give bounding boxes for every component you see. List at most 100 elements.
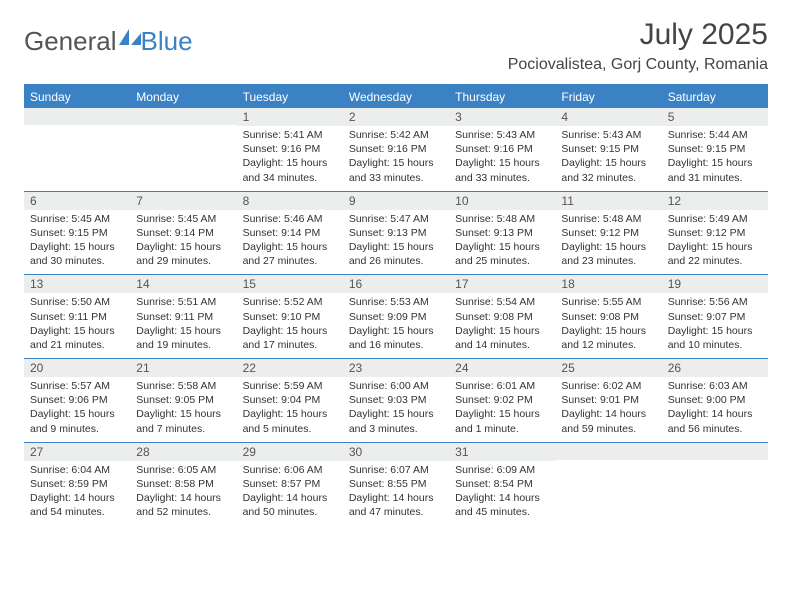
day-number: 27 [24, 443, 130, 461]
day-details: Sunrise: 6:04 AMSunset: 8:59 PMDaylight:… [24, 461, 130, 526]
sunrise-text: Sunrise: 5:55 AM [561, 295, 655, 309]
day-cell: 6Sunrise: 5:45 AMSunset: 9:15 PMDaylight… [24, 192, 130, 275]
day-number: 12 [662, 192, 768, 210]
sunset-text: Sunset: 9:13 PM [455, 226, 549, 240]
day-number [662, 443, 768, 460]
sunrise-text: Sunrise: 5:41 AM [243, 128, 337, 142]
daylight-text: Daylight: 15 hours and 12 minutes. [561, 324, 655, 352]
day-cell: 24Sunrise: 6:01 AMSunset: 9:02 PMDayligh… [449, 359, 555, 442]
day-number [24, 108, 130, 125]
sunrise-text: Sunrise: 5:48 AM [561, 212, 655, 226]
day-cell: 4 Sunrise: 5:43 AMSunset: 9:15 PMDaylight… [555, 108, 661, 191]
sunset-text: Sunset: 9:14 PM [243, 226, 337, 240]
weekday-header: Saturday [662, 86, 768, 108]
daylight-text: Daylight: 15 hours and 17 minutes. [243, 324, 337, 352]
day-details: Sunrise: 5:50 AMSunset: 9:11 PMDaylight:… [24, 293, 130, 358]
day-number: 8 [237, 192, 343, 210]
daylight-text: Daylight: 15 hours and 5 minutes. [243, 407, 337, 435]
sunrise-text: Sunrise: 6:05 AM [136, 463, 230, 477]
day-details: Sunrise: 5:48 AMSunset: 9:13 PMDaylight:… [449, 210, 555, 275]
day-number: 6 [24, 192, 130, 210]
day-cell: 8Sunrise: 5:46 AMSunset: 9:14 PMDaylight… [237, 192, 343, 275]
sunrise-text: Sunrise: 5:52 AM [243, 295, 337, 309]
daylight-text: Daylight: 15 hours and 25 minutes. [455, 240, 549, 268]
sunset-text: Sunset: 9:16 PM [349, 142, 443, 156]
daylight-text: Daylight: 15 hours and 9 minutes. [30, 407, 124, 435]
day-cell: 11Sunrise: 5:48 AMSunset: 9:12 PMDayligh… [555, 192, 661, 275]
day-number: 11 [555, 192, 661, 210]
weekday-header: Monday [130, 86, 236, 108]
day-cell: 25Sunrise: 6:02 AMSunset: 9:01 PMDayligh… [555, 359, 661, 442]
sunrise-text: Sunrise: 6:09 AM [455, 463, 549, 477]
daylight-text: Daylight: 15 hours and 33 minutes. [455, 156, 549, 184]
sunset-text: Sunset: 9:11 PM [136, 310, 230, 324]
sunrise-text: Sunrise: 5:58 AM [136, 379, 230, 393]
day-cell: 5Sunrise: 5:44 AMSunset: 9:15 PMDaylight… [662, 108, 768, 191]
day-cell: 29Sunrise: 6:06 AMSunset: 8:57 PMDayligh… [237, 443, 343, 526]
daylight-text: Daylight: 15 hours and 34 minutes. [243, 156, 337, 184]
day-details: Sunrise: 6:09 AMSunset: 8:54 PMDaylight:… [449, 461, 555, 526]
sunrise-text: Sunrise: 5:59 AM [243, 379, 337, 393]
daylight-text: Daylight: 15 hours and 30 minutes. [30, 240, 124, 268]
day-cell: 3Sunrise: 5:43 AMSunset: 9:16 PMDaylight… [449, 108, 555, 191]
daylight-text: Daylight: 14 hours and 54 minutes. [30, 491, 124, 519]
day-cell [24, 108, 130, 191]
sunrise-text: Sunrise: 5:45 AM [30, 212, 124, 226]
sunset-text: Sunset: 9:09 PM [349, 310, 443, 324]
sunrise-text: Sunrise: 5:43 AM [561, 128, 655, 142]
day-number: 4 [555, 108, 661, 126]
sunrise-text: Sunrise: 5:45 AM [136, 212, 230, 226]
sunset-text: Sunset: 9:12 PM [561, 226, 655, 240]
sunset-text: Sunset: 8:59 PM [30, 477, 124, 491]
day-details: Sunrise: 6:03 AMSunset: 9:00 PMDaylight:… [662, 377, 768, 442]
day-number: 3 [449, 108, 555, 126]
weekday-header: Friday [555, 86, 661, 108]
day-cell: 21Sunrise: 5:58 AMSunset: 9:05 PMDayligh… [130, 359, 236, 442]
day-number: 10 [449, 192, 555, 210]
day-cell: 17Sunrise: 5:54 AMSunset: 9:08 PMDayligh… [449, 275, 555, 358]
daylight-text: Daylight: 15 hours and 7 minutes. [136, 407, 230, 435]
day-number: 9 [343, 192, 449, 210]
sunset-text: Sunset: 9:04 PM [243, 393, 337, 407]
daylight-text: Daylight: 15 hours and 14 minutes. [455, 324, 549, 352]
day-number: 5 [662, 108, 768, 126]
sunrise-text: Sunrise: 5:49 AM [668, 212, 762, 226]
day-number: 13 [24, 275, 130, 293]
daylight-text: Daylight: 15 hours and 32 minutes. [561, 156, 655, 184]
day-number: 17 [449, 275, 555, 293]
week-row: 20Sunrise: 5:57 AMSunset: 9:06 PMDayligh… [24, 358, 768, 442]
day-details: Sunrise: 5:46 AMSunset: 9:14 PMDaylight:… [237, 210, 343, 275]
sunset-text: Sunset: 9:15 PM [668, 142, 762, 156]
day-details: Sunrise: 6:02 AMSunset: 9:01 PMDaylight:… [555, 377, 661, 442]
day-details: Sunrise: 5:59 AMSunset: 9:04 PMDaylight:… [237, 377, 343, 442]
day-cell: 14Sunrise: 5:51 AMSunset: 9:11 PMDayligh… [130, 275, 236, 358]
day-details: Sunrise: 6:05 AMSunset: 8:58 PMDaylight:… [130, 461, 236, 526]
day-cell: 20Sunrise: 5:57 AMSunset: 9:06 PMDayligh… [24, 359, 130, 442]
day-cell: 15Sunrise: 5:52 AMSunset: 9:10 PMDayligh… [237, 275, 343, 358]
day-number: 24 [449, 359, 555, 377]
day-number: 28 [130, 443, 236, 461]
sunrise-text: Sunrise: 6:04 AM [30, 463, 124, 477]
sunset-text: Sunset: 9:08 PM [455, 310, 549, 324]
day-number [130, 108, 236, 125]
day-cell: 7Sunrise: 5:45 AMSunset: 9:14 PMDaylight… [130, 192, 236, 275]
day-details: Sunrise: 5:42 AMSunset: 9:16 PMDaylight:… [343, 126, 449, 191]
day-details: Sunrise: 5:54 AMSunset: 9:08 PMDaylight:… [449, 293, 555, 358]
weekday-header: Sunday [24, 86, 130, 108]
daylight-text: Daylight: 14 hours and 52 minutes. [136, 491, 230, 519]
sunset-text: Sunset: 9:00 PM [668, 393, 762, 407]
sunset-text: Sunset: 9:11 PM [30, 310, 124, 324]
location-text: Pociovalistea, Gorj County, Romania [508, 56, 768, 74]
day-number: 18 [555, 275, 661, 293]
sunset-text: Sunset: 9:15 PM [561, 142, 655, 156]
day-number [555, 443, 661, 460]
sunset-text: Sunset: 9:16 PM [243, 142, 337, 156]
sunset-text: Sunset: 9:07 PM [668, 310, 762, 324]
day-cell [130, 108, 236, 191]
calendar-page: General Blue July 2025 Pociovalistea, Go… [0, 0, 792, 525]
day-cell: 28Sunrise: 6:05 AMSunset: 8:58 PMDayligh… [130, 443, 236, 526]
sunset-text: Sunset: 9:12 PM [668, 226, 762, 240]
daylight-text: Daylight: 15 hours and 10 minutes. [668, 324, 762, 352]
week-row: 6Sunrise: 5:45 AMSunset: 9:15 PMDaylight… [24, 191, 768, 275]
day-cell: 12Sunrise: 5:49 AMSunset: 9:12 PMDayligh… [662, 192, 768, 275]
